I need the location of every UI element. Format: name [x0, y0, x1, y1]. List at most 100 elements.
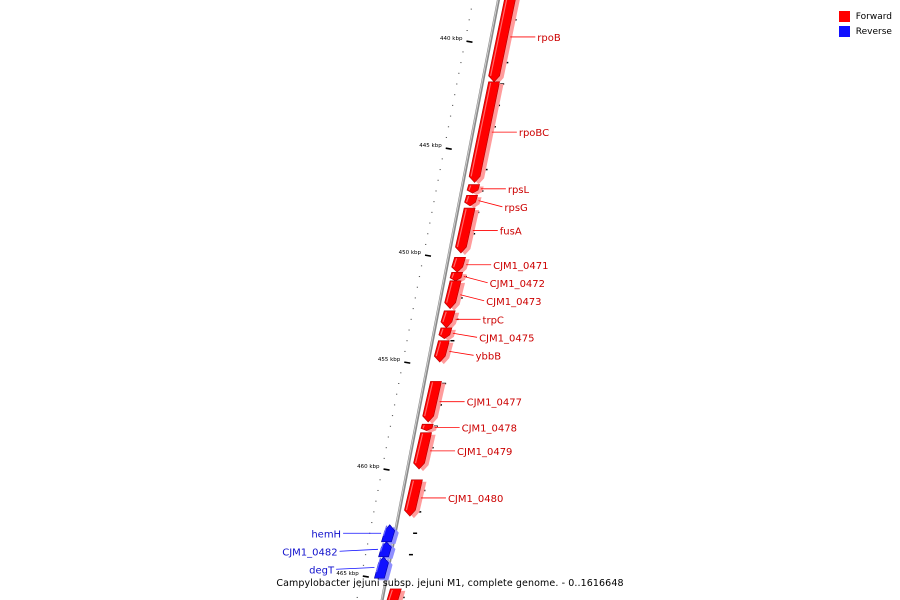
feature-highlight [414, 433, 424, 464]
feature-label: trpC [483, 315, 504, 326]
feature-trpC[interactable] [440, 310, 460, 330]
feature-block [433, 340, 450, 363]
minor-tick [452, 104, 454, 106]
feature-highlight [456, 208, 467, 248]
feature-CJM1_0482[interactable] [378, 541, 396, 559]
minor-tick [396, 393, 398, 395]
feature-label: rpsL [508, 185, 530, 196]
minor-tick [427, 233, 429, 235]
minor-tick [462, 51, 464, 53]
labeled-tick [424, 254, 432, 257]
feature-hemH[interactable] [381, 524, 399, 544]
minor-tick [367, 543, 369, 545]
feature-CJM1_0478[interactable] [420, 423, 438, 433]
tick-label: 465 kbp [336, 571, 359, 577]
legend: Forward Reverse [838, 9, 892, 39]
minor-tick [449, 115, 452, 117]
minor-tick [389, 425, 392, 427]
feature-CJM1_0480[interactable] [404, 479, 427, 519]
minor-tick [385, 447, 387, 449]
feature-highlight [468, 185, 472, 191]
feature-ybbB[interactable] [433, 340, 454, 365]
minor-tick [454, 94, 456, 96]
minor-tick [373, 511, 375, 513]
feature-CJM1_0477[interactable] [422, 381, 446, 425]
feature-highlight [446, 281, 453, 303]
feature-label: CJM1_0479 [457, 447, 512, 458]
feature-label: rpoB [537, 33, 561, 44]
feature-CJM1_0473[interactable] [444, 280, 466, 311]
feature-block [440, 310, 456, 329]
minor-tick [441, 158, 443, 160]
tick-label: 445 kbp [419, 143, 442, 149]
labeled-tick [404, 361, 411, 364]
legend-item-forward: Forward [838, 9, 892, 24]
feature-label: CJM1_0471 [493, 261, 548, 272]
feature-label: fusA [500, 227, 522, 238]
minor-tick [439, 169, 441, 171]
minor-tick [460, 62, 462, 64]
feature-degT[interactable] [373, 556, 393, 581]
feature-highlight [453, 258, 458, 268]
minor-tick [425, 243, 427, 245]
minor-tick [377, 489, 379, 491]
feature-block [386, 588, 402, 600]
legend-label-forward: Forward [855, 11, 892, 22]
feature-highlight [470, 82, 492, 177]
feature-block [422, 381, 442, 423]
minor-tick [393, 404, 396, 406]
feature-track [373, 0, 521, 600]
minor-tick [431, 211, 433, 213]
minor-tick [358, 586, 360, 588]
legend-label-reverse: Reverse [855, 26, 892, 37]
feature-label: CJM1_0475 [479, 333, 534, 344]
feature-highlight [379, 542, 385, 552]
minor-tick [418, 276, 421, 278]
feature-block [404, 479, 423, 517]
feature-CJM1_0479[interactable] [413, 432, 436, 472]
feature-rpsL[interactable] [466, 184, 484, 196]
feature-label: rpsG [504, 203, 527, 214]
feature-label: CJM1_0473 [486, 297, 541, 308]
feature-label: CJM1_0480 [448, 494, 503, 505]
label-leader [339, 548, 379, 552]
minor-tick [433, 201, 435, 203]
feature-highlight [382, 525, 388, 537]
feature-rpoBC[interactable] [468, 81, 504, 185]
minor-tick [447, 126, 450, 128]
feature-label: ybbB [476, 351, 502, 362]
feature-label: hemH [311, 529, 341, 540]
feature-unnamed[interactable] [386, 588, 406, 600]
tick-label: 460 kbp [357, 464, 380, 470]
minor-tick [416, 286, 418, 288]
minor-tick [429, 222, 431, 224]
feature-label: degT [309, 565, 335, 576]
minor-tick [400, 372, 402, 374]
label-leader [463, 276, 488, 284]
feature-highlight [388, 589, 393, 600]
minor-tick [412, 308, 414, 310]
feature-highlight [435, 341, 441, 357]
label-leader [460, 294, 485, 302]
label-leader [449, 351, 474, 356]
feature-block [378, 541, 392, 558]
legend-swatch-reverse [838, 26, 850, 37]
minor-tick [414, 297, 416, 299]
minor-tick [408, 329, 410, 331]
minor-tick [458, 72, 460, 74]
tick-label: 440 kbp [440, 36, 463, 42]
feature-highlight [375, 557, 382, 573]
feature-rpoB[interactable] [488, 0, 521, 84]
feature-fusA[interactable] [455, 207, 480, 256]
minor-tick [362, 564, 365, 566]
legend-swatch-forward [838, 11, 850, 22]
feature-highlight [465, 196, 470, 203]
minor-tick [387, 436, 389, 438]
feature-labels: rpoB rpoBC rpsL rpsG fusA CJM1_0471 CJM1_0472 C… [282, 33, 561, 576]
minor-tick [379, 479, 381, 481]
feature-CJM1_0471[interactable] [451, 256, 470, 275]
minor-tick [371, 522, 373, 524]
feature-rpsG[interactable] [464, 194, 482, 208]
legend-item-reverse: Reverse [838, 24, 892, 39]
feature-CJM1_0475[interactable] [438, 327, 456, 341]
